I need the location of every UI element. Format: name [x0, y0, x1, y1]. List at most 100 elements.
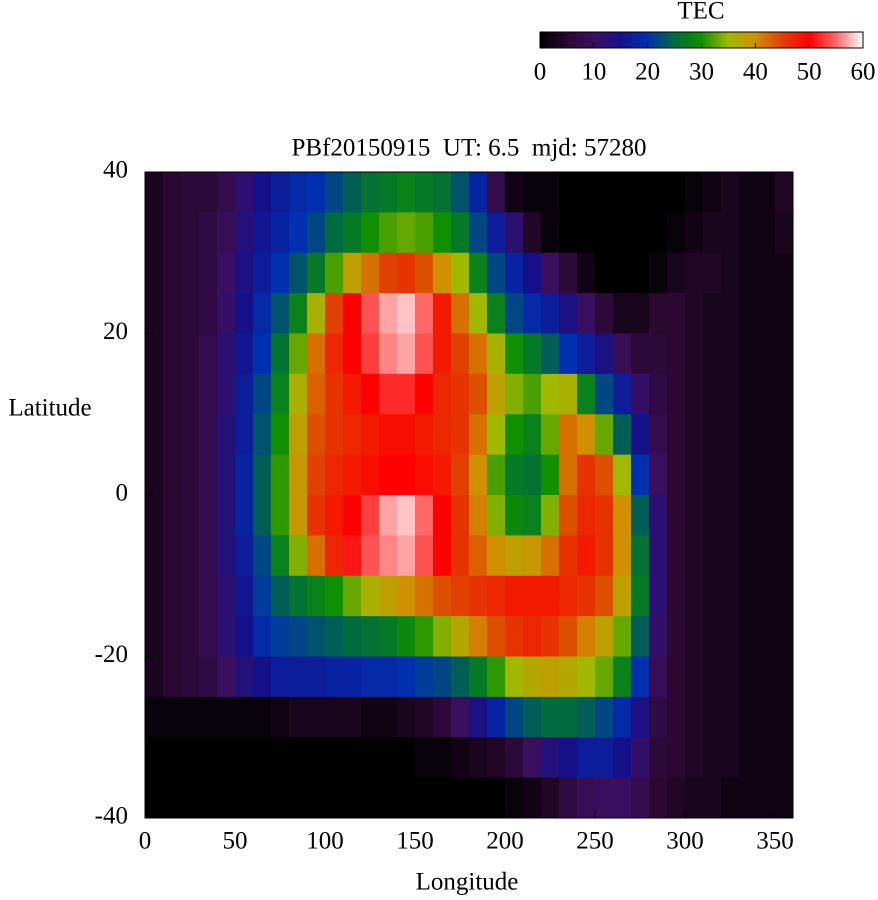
heatmap-cell	[397, 333, 416, 375]
heatmap-cell	[685, 777, 704, 819]
heatmap-cell	[775, 333, 794, 375]
heatmap-cell	[379, 172, 398, 213]
heatmap-cell	[613, 252, 632, 294]
heatmap-cell	[595, 656, 614, 698]
heatmap-cell	[523, 737, 542, 779]
heatmap-cell	[199, 616, 218, 657]
heatmap-cell	[523, 212, 542, 254]
heatmap-cell	[343, 252, 362, 294]
heatmap-cell	[163, 172, 182, 213]
colorbar-tick-label: 10	[581, 59, 606, 86]
heatmap-cell	[505, 656, 524, 698]
heatmap-cell	[181, 252, 200, 294]
x-tick-label: 150	[396, 828, 434, 855]
heatmap-cell	[631, 333, 650, 375]
heatmap-cell	[685, 737, 704, 779]
heatmap-cell	[721, 333, 740, 375]
heatmap-cell	[343, 293, 362, 334]
heatmap-cell	[775, 535, 794, 577]
heatmap-cell	[487, 777, 506, 819]
heatmap-cell	[613, 373, 632, 415]
heatmap-cell	[451, 373, 470, 415]
heatmap-cell	[379, 575, 398, 617]
heatmap-cell	[649, 575, 668, 617]
heatmap-cell	[379, 373, 398, 415]
heatmap-cell	[523, 616, 542, 657]
heatmap-cell	[667, 777, 686, 819]
heatmap-cell	[433, 212, 452, 254]
heatmap-cell	[181, 616, 200, 657]
heatmap-cell	[469, 333, 488, 375]
heatmap-cell	[541, 616, 560, 657]
heatmap-cell	[289, 293, 308, 334]
heatmap-cell	[145, 252, 164, 294]
heatmap-cell	[757, 293, 776, 334]
heatmap-cell	[181, 333, 200, 375]
heatmap-cell	[739, 777, 758, 819]
heatmap-cell	[667, 454, 686, 496]
heatmap-cell	[469, 212, 488, 254]
heatmap-cell	[199, 777, 218, 819]
heatmap-cell	[217, 616, 236, 657]
heatmap-cell	[289, 333, 308, 375]
heatmap-cell	[613, 696, 632, 738]
heatmap-cell	[199, 575, 218, 617]
heatmap-cell	[487, 737, 506, 779]
heatmap-cell	[649, 293, 668, 334]
heatmap-cell	[433, 373, 452, 415]
heatmap-cell	[271, 172, 290, 213]
heatmap-cell	[253, 777, 272, 819]
heatmap-cell	[361, 535, 380, 577]
heatmap-cell	[199, 373, 218, 415]
heatmap-cell	[307, 212, 326, 254]
heatmap-cell	[631, 656, 650, 698]
heatmap-cell	[703, 373, 722, 415]
heatmap-cell	[541, 172, 560, 213]
heatmap-cell	[451, 696, 470, 738]
heatmap-cell	[199, 535, 218, 577]
heatmap-cell	[289, 777, 308, 819]
heatmap-cell	[703, 172, 722, 213]
heatmap-cell	[739, 454, 758, 496]
heatmap-cell	[163, 333, 182, 375]
heatmap-cell	[451, 212, 470, 254]
heatmap-cell	[649, 656, 668, 698]
heatmap-cell	[361, 454, 380, 496]
heatmap-cell	[343, 575, 362, 617]
heatmap-cell	[703, 575, 722, 617]
heatmap-cell	[649, 212, 668, 254]
heatmap-cell	[469, 293, 488, 334]
heatmap-cell	[577, 333, 596, 375]
heatmap-cell	[343, 212, 362, 254]
heatmap-cell	[343, 495, 362, 536]
heatmap-cell	[415, 293, 434, 334]
heatmap-cell	[289, 656, 308, 698]
heatmap-cell	[613, 535, 632, 577]
heatmap-cell	[577, 172, 596, 213]
heatmap-cell	[775, 172, 794, 213]
heatmap-cell	[217, 172, 236, 213]
heatmap-cell	[541, 373, 560, 415]
heatmap-cell	[469, 373, 488, 415]
heatmap-cell	[577, 293, 596, 334]
heatmap-cell	[613, 333, 632, 375]
heatmap-cell	[415, 373, 434, 415]
x-tick-label: 200	[486, 828, 524, 855]
heatmap-cell	[289, 737, 308, 779]
heatmap-cell	[289, 454, 308, 496]
heatmap-cell	[577, 535, 596, 577]
heatmap-cell	[721, 696, 740, 738]
heatmap-cell	[307, 696, 326, 738]
heatmap-cell	[181, 495, 200, 536]
heatmap-cell	[649, 333, 668, 375]
heatmap-cell	[631, 373, 650, 415]
heatmap-cell	[541, 495, 560, 536]
heatmap-cell	[487, 293, 506, 334]
heatmap-cell	[469, 737, 488, 779]
heatmap-cell	[523, 575, 542, 617]
heatmap-cell	[451, 454, 470, 496]
heatmap-cell	[757, 616, 776, 657]
heatmap-cell	[235, 616, 254, 657]
colorbar-tick-label: 20	[635, 59, 660, 86]
heatmap-cell	[703, 333, 722, 375]
